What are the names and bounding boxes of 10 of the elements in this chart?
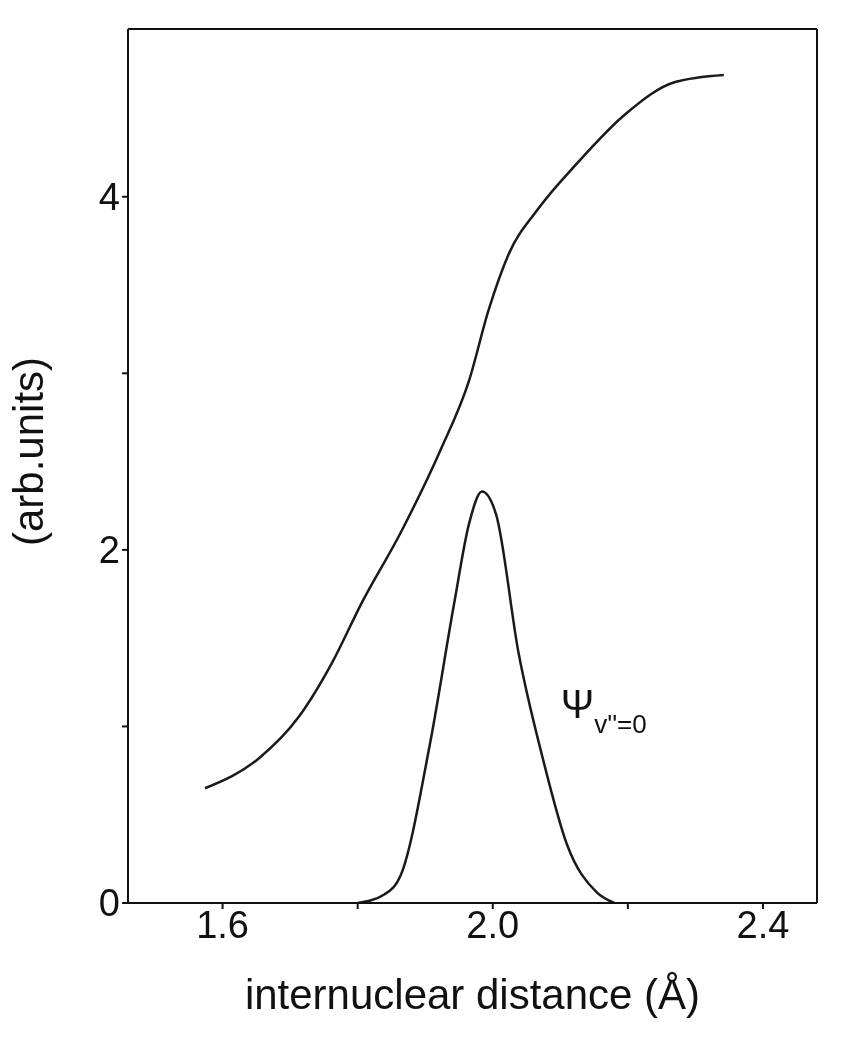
x-tick-label: 2.4 xyxy=(736,903,790,946)
y-tick-label: 0 xyxy=(98,882,120,925)
series-label: Ψ$_{v''=0}$ xyxy=(560,682,647,740)
x-axis-title: internuclear distance (Å) xyxy=(244,971,701,1018)
y-tick-label: 4 xyxy=(98,176,120,219)
x-tick-label: 1.6 xyxy=(196,903,249,946)
y-tick-label: 2 xyxy=(98,529,120,572)
x-tick-label: 2.0 xyxy=(466,903,520,946)
y-axis-title: (arb.units) xyxy=(4,356,52,546)
line-series xyxy=(203,73,726,790)
